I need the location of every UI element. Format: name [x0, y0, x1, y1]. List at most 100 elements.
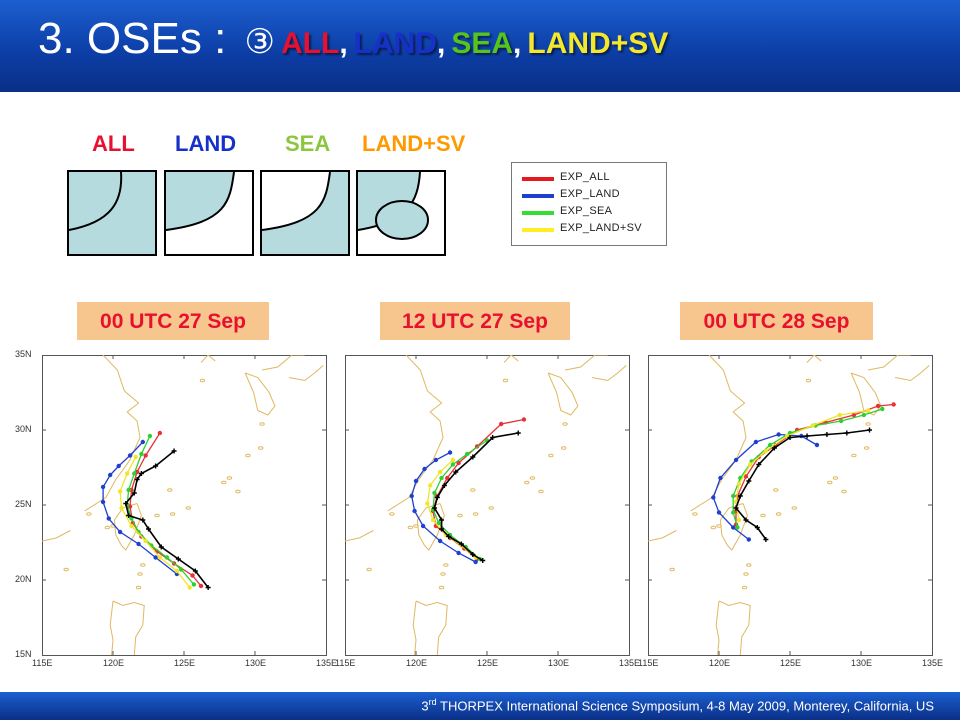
track-point — [735, 525, 740, 530]
track-point — [767, 442, 773, 448]
track-point — [437, 469, 443, 475]
track-point — [824, 432, 830, 437]
lon-tick-label: 130E — [548, 658, 570, 668]
track-point — [132, 471, 137, 476]
footer-ordinal: 3 — [421, 698, 429, 714]
title-separator: , — [513, 27, 522, 60]
track-point — [731, 493, 736, 499]
island — [257, 446, 264, 450]
track-point — [157, 555, 163, 560]
lon-tick-label: 125E — [477, 658, 499, 668]
title-bar: 3. OSEs : ③ ALL, LAND, SEA, LAND+SV — [0, 0, 960, 92]
track-point — [865, 408, 871, 413]
track-point — [436, 520, 441, 526]
track-point — [880, 406, 885, 412]
coastline — [718, 600, 751, 656]
track-point — [174, 568, 180, 574]
track-point — [100, 484, 106, 490]
legend-swatch — [522, 228, 554, 232]
track-point — [117, 489, 123, 494]
track-point — [432, 490, 437, 496]
coastline — [806, 354, 822, 363]
track-point — [458, 541, 464, 547]
legend-swatch — [522, 211, 554, 215]
track-point — [127, 453, 133, 458]
track-point — [861, 412, 867, 418]
island — [440, 572, 446, 576]
lon-tick-label: 130E — [851, 658, 873, 668]
track-point — [445, 475, 450, 481]
track-point — [428, 483, 433, 488]
track-point — [736, 517, 742, 523]
title-keyword-land: LAND — [353, 27, 437, 60]
coastline — [387, 354, 444, 512]
track-point — [743, 474, 749, 479]
lon-tick-label: 120E — [406, 658, 428, 668]
map-panel — [344, 354, 630, 661]
track-point — [425, 501, 430, 506]
map-panel — [647, 354, 933, 661]
track-point — [748, 462, 753, 467]
coastline — [262, 354, 305, 371]
island — [104, 525, 111, 530]
island — [524, 480, 530, 485]
track-point — [837, 412, 842, 418]
track-point — [129, 523, 134, 529]
track-point — [422, 466, 427, 472]
track-point — [450, 462, 456, 467]
track-point — [733, 457, 739, 463]
island — [226, 476, 233, 480]
track-land — [411, 451, 476, 563]
track-point — [439, 526, 445, 532]
island — [827, 480, 833, 485]
lon-tick-label: 125E — [780, 658, 802, 668]
track-point — [521, 417, 527, 422]
track-point — [126, 487, 131, 493]
coastline — [895, 365, 930, 382]
track-point — [123, 501, 129, 506]
track-point — [891, 402, 896, 407]
track-point — [754, 525, 760, 530]
track-point — [470, 552, 476, 557]
schematic-land-sv — [356, 170, 446, 256]
island — [775, 512, 782, 516]
coastline — [415, 600, 448, 656]
track-point — [175, 556, 181, 562]
lon-tick-label: 120E — [709, 658, 731, 668]
island — [743, 572, 749, 576]
island — [805, 378, 812, 383]
track-point — [136, 541, 141, 547]
track-point — [140, 439, 146, 445]
track-point — [737, 493, 743, 499]
legend-label: EXP_SEA — [560, 205, 613, 217]
coastline — [868, 354, 911, 371]
title-separator: , — [339, 27, 348, 60]
track-point — [409, 493, 414, 499]
island — [235, 489, 241, 494]
track-point — [171, 448, 177, 454]
track-point — [143, 453, 148, 458]
track-point — [178, 567, 184, 572]
title-prefix: 3. OSEs : — [38, 14, 239, 63]
track-point — [763, 537, 769, 542]
coastline — [244, 372, 276, 416]
track-point — [125, 471, 130, 476]
island — [245, 453, 251, 458]
island — [562, 422, 568, 426]
track-point — [134, 477, 140, 482]
footer-bar: 3rd THORPEX International Science Sympos… — [0, 692, 960, 720]
island — [366, 567, 372, 572]
coastline — [565, 354, 608, 371]
map-frame — [345, 355, 630, 656]
island — [791, 506, 797, 510]
track-point — [731, 525, 736, 530]
island — [199, 378, 206, 383]
coastline — [719, 503, 748, 551]
track-point — [140, 517, 146, 523]
island — [135, 585, 142, 590]
island — [841, 489, 847, 494]
track-point — [743, 517, 749, 523]
track-point — [420, 523, 426, 529]
title-keyword-all: ALL — [281, 27, 340, 60]
legend-label: EXP_ALL — [560, 171, 610, 183]
